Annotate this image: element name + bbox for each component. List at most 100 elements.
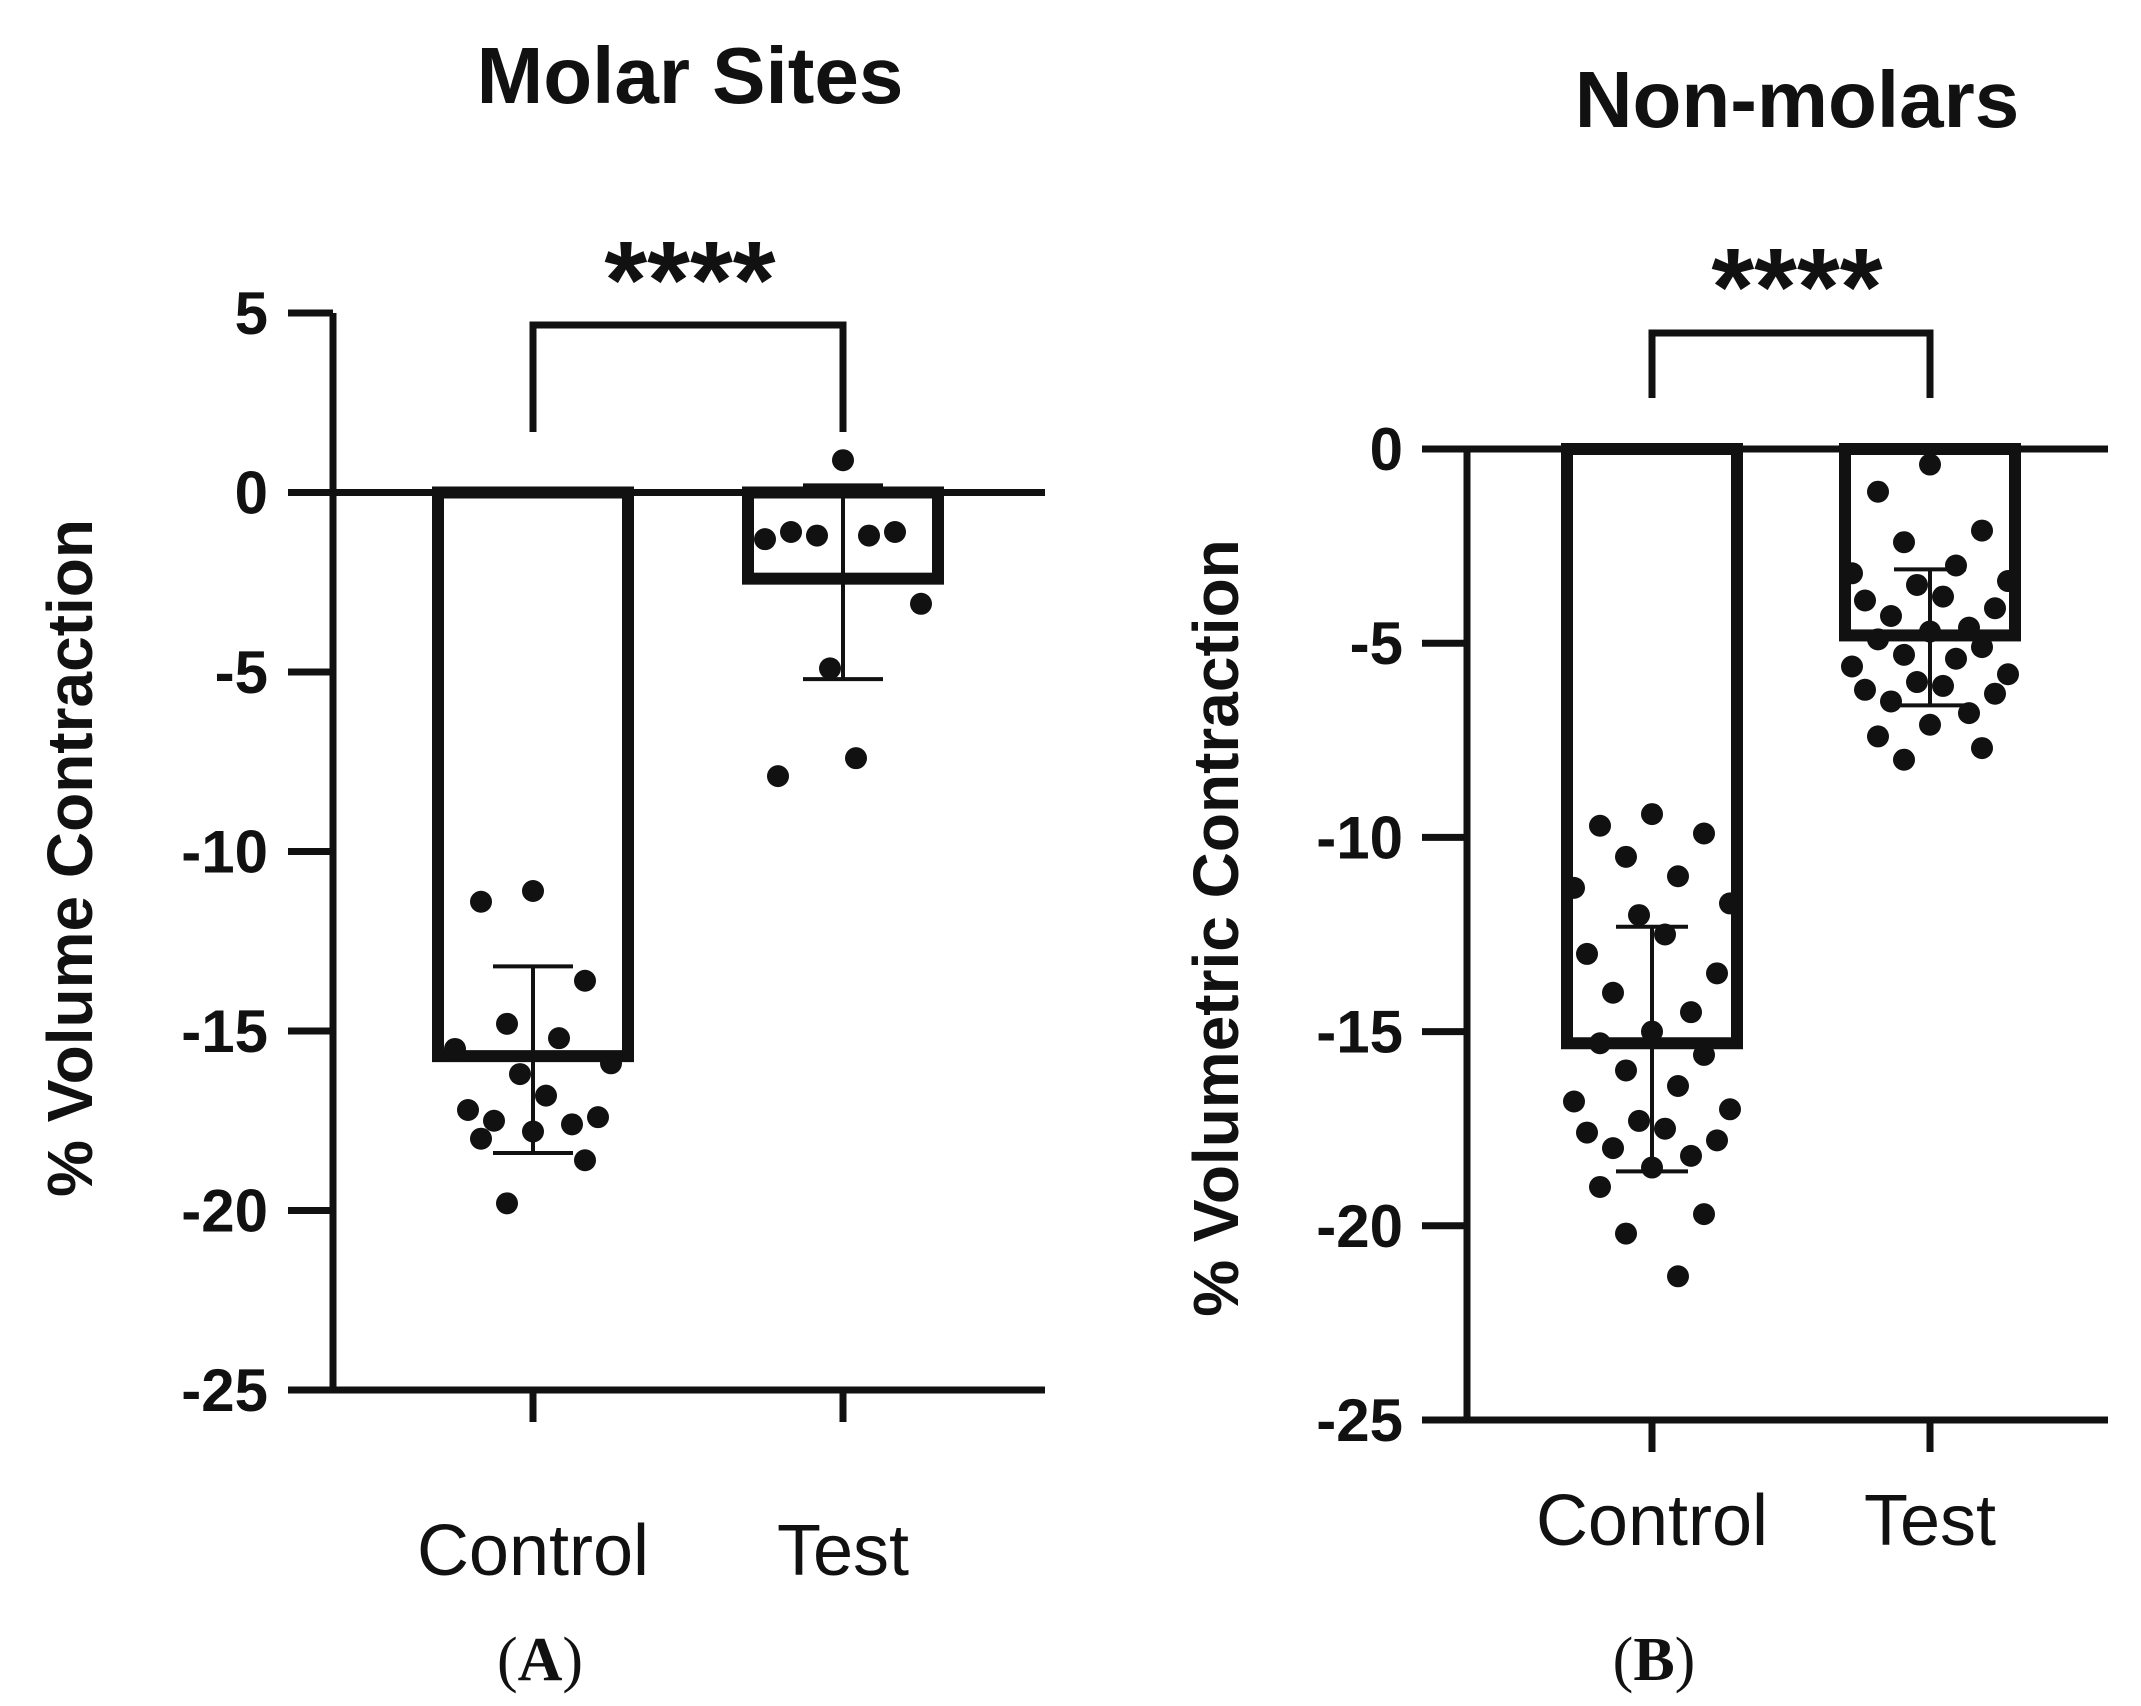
y-tick-label: -5 [215,639,268,706]
data-point [561,1113,583,1136]
data-point [1680,1144,1702,1167]
data-point [1867,725,1889,748]
significance-bracket [1648,329,1934,398]
data-point [754,528,776,551]
data-point [1958,702,1980,725]
panel-b-y-tick-labels: 0 -5 -10 -15 -20 -25 [1316,416,1403,1454]
data-point [600,1052,622,1075]
panel-a-y-axis-label: % Volume Contraction [34,519,106,1197]
panel-b-x-tick-control: Control [1536,1481,1768,1561]
data-point [1615,845,1637,868]
data-point [1615,1059,1637,1082]
data-point [457,1098,479,1121]
panel-b-bars [1561,443,2021,1050]
data-point [496,1192,518,1215]
bar-control [1561,443,1743,1050]
data-point [1893,748,1915,771]
panel-b-points [1563,453,2019,1288]
data-point [1693,822,1715,845]
bar-control [432,486,634,1063]
data-point [1602,981,1624,1004]
panel-b-significance-bracket [1648,329,1934,398]
panel-b-significance-label: **** [1711,226,1882,349]
data-point [1971,519,1993,542]
data-point [470,890,492,913]
data-point [819,657,841,680]
data-point [1867,628,1889,651]
panel-a-points [444,449,932,1215]
y-tick-label: -10 [1316,804,1403,871]
panel-b-y-axis-label: % Volumetric Contraction [1180,539,1252,1317]
y-tick-label: -25 [1316,1387,1403,1454]
data-point [806,524,828,547]
panel-a-title: Molar Sites [477,31,904,120]
data-point [1589,814,1611,837]
y-tick-label: -20 [1316,1193,1403,1260]
data-point [1628,1109,1650,1132]
data-point [1854,678,1876,701]
panel-a-error-bars [493,483,883,1156]
panel-b-label: (B) [1613,1626,1696,1694]
y-tick-label: -25 [181,1357,268,1424]
y-tick-label: -15 [1316,999,1403,1066]
data-point [884,520,906,543]
data-point [574,969,596,992]
data-point [1997,570,2019,593]
panel-a-x-tick-test: Test [777,1511,909,1591]
data-point [1997,663,2019,686]
data-point [1589,1175,1611,1198]
data-point [1945,647,1967,670]
data-point [1893,643,1915,666]
data-point [496,1012,518,1035]
y-tick-label: -20 [181,1178,268,1245]
data-point [832,449,854,472]
panel-a-label: (A) [497,1626,583,1694]
data-point [1654,923,1676,946]
significance-bracket [529,321,847,432]
data-point [1958,616,1980,639]
data-point [1680,1001,1702,1024]
data-point [1919,453,1941,476]
data-point [767,765,789,788]
data-point [587,1106,609,1129]
data-point [522,879,544,902]
data-point [1667,1265,1689,1288]
data-point [1693,1043,1715,1066]
y-tick-label: -15 [181,998,268,1065]
y-tick-label: 0 [235,460,268,527]
data-point [1945,554,1967,577]
data-point [509,1063,531,1086]
panel-a-axes [288,309,1045,1422]
data-point [1906,671,1928,694]
y-tick-label: -5 [1350,610,1403,677]
data-point [1706,962,1728,985]
data-point [910,592,932,615]
data-point [1932,585,1954,608]
data-point [1654,1117,1676,1140]
data-point [444,1037,466,1060]
data-point [483,1109,505,1132]
panel-a-bars [432,486,944,1063]
data-point [1719,1098,1741,1121]
data-point [1984,597,2006,620]
data-point [1602,1137,1624,1160]
data-point [1984,682,2006,705]
data-point [1615,1222,1637,1245]
data-point [845,747,867,770]
data-point [548,1027,570,1050]
data-point [1589,1032,1611,1055]
data-point [1667,865,1689,888]
data-point [1841,562,1863,585]
y-tick-label: -10 [181,819,268,886]
panel-a-significance-label: **** [604,219,775,342]
data-point [858,524,880,547]
data-point [1880,605,1902,628]
data-point [1854,589,1876,612]
data-point [1893,531,1915,554]
data-point [1576,1121,1598,1144]
data-point [574,1149,596,1172]
data-point [1667,1074,1689,1097]
panel-a: Molar Sites % Volume Contraction 5 0 -5 -10… [34,31,1045,1694]
data-point [1971,737,1993,760]
